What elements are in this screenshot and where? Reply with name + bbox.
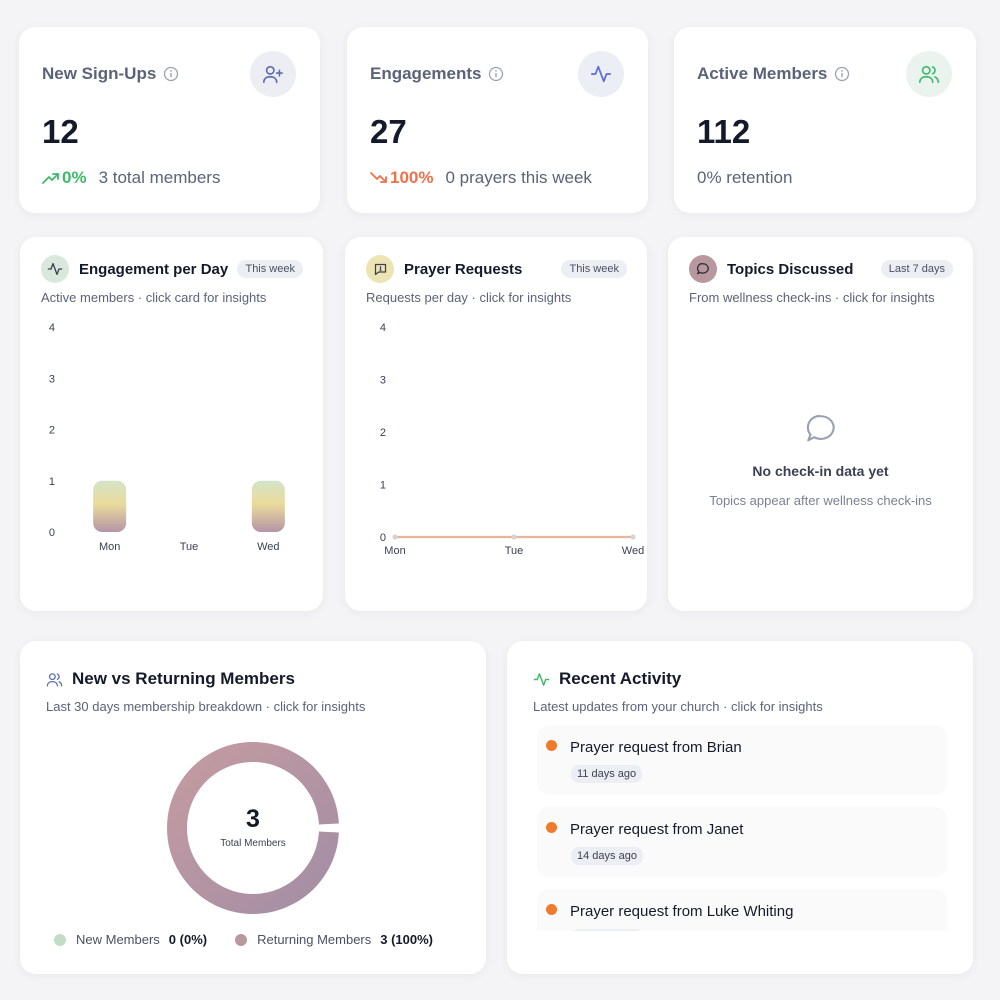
- stat-card-engagements[interactable]: Engagements 27 100% 0 prayers this week: [347, 27, 648, 213]
- members-donut-chart: 3 Total Members: [167, 742, 339, 914]
- data-point[interactable]: [630, 534, 636, 540]
- members-breakdown-card[interactable]: New vs Returning Members Last 30 days me…: [20, 641, 486, 974]
- data-point[interactable]: [392, 534, 398, 540]
- activity-time-badge: [571, 929, 643, 931]
- y-tick-label: 0: [380, 532, 386, 544]
- chat-bubble-icon: [689, 255, 717, 283]
- x-tick-label: Wed: [257, 541, 279, 553]
- y-tick-label: 3: [380, 375, 386, 387]
- activity-title: Prayer request from Janet: [570, 821, 744, 838]
- bar[interactable]: [251, 480, 285, 532]
- activity-item[interactable]: Prayer request from Janet 14 days ago: [537, 807, 947, 877]
- activity-icon: [533, 672, 550, 686]
- period-badge: Last 7 days: [880, 260, 953, 278]
- legend-value: 3 (100%): [380, 932, 433, 947]
- x-tick-label: Wed: [622, 545, 644, 557]
- info-icon[interactable]: [834, 66, 850, 82]
- stat-note: 0% retention: [697, 168, 793, 187]
- donut-segment[interactable]: [167, 742, 339, 914]
- x-tick-label: Tue: [180, 541, 199, 553]
- activity-item[interactable]: Prayer request from Brian 11 days ago: [537, 725, 947, 795]
- chat-bubble-icon: [806, 415, 835, 442]
- users-icon: [906, 51, 952, 97]
- card-title: Prayer Requests: [404, 260, 523, 278]
- stat-title: New Sign-Ups: [42, 64, 157, 83]
- data-point[interactable]: [511, 534, 517, 540]
- user-plus-icon: [250, 51, 296, 97]
- x-tick-label: Tue: [505, 545, 524, 557]
- prayer-line-chart: 0 1 2 3 4 Mon Tue Wed: [380, 322, 644, 557]
- engagement-chart-card[interactable]: Engagement per Day This week Active memb…: [20, 237, 323, 611]
- empty-state: No check-in data yet Topics appear after…: [668, 412, 973, 508]
- stat-value: 12: [42, 113, 79, 150]
- card-subtitle: From wellness check-ins · click for insi…: [689, 290, 935, 305]
- stat-note: 0 prayers this week: [445, 168, 592, 187]
- status-dot: [546, 822, 557, 833]
- stat-note: 3 total members: [98, 168, 221, 187]
- period-badge: This week: [237, 260, 303, 278]
- activity-time-badge: 11 days ago: [571, 765, 643, 783]
- donut-total-value: 3: [246, 805, 260, 833]
- empty-title: No check-in data yet: [752, 463, 889, 479]
- activity-item[interactable]: Prayer request from Luke Whiting: [537, 889, 947, 931]
- legend-label: Returning Members: [257, 932, 372, 947]
- activity-list[interactable]: Prayer request from Brian 11 days ago Pr…: [537, 725, 947, 931]
- y-tick-label: 2: [49, 425, 55, 437]
- legend-swatch-new: [54, 933, 66, 946]
- y-tick-label: 3: [49, 373, 55, 385]
- activity-time-badge: 14 days ago: [571, 847, 643, 865]
- y-tick-label: 1: [49, 476, 55, 488]
- donut-total-label: Total Members: [220, 838, 286, 849]
- card-subtitle: Latest updates from your church · click …: [533, 699, 823, 714]
- activity-icon: [41, 255, 69, 283]
- stat-value: 112: [697, 113, 751, 150]
- status-dot: [546, 740, 557, 751]
- engagement-bar-chart: 0 1 2 3 4 Mon Tue Wed: [49, 322, 285, 553]
- stat-title: Engagements: [370, 64, 482, 83]
- y-tick-label: 2: [380, 427, 386, 439]
- card-title: Topics Discussed: [727, 260, 854, 278]
- x-tick-label: Mon: [99, 541, 120, 553]
- card-title: New vs Returning Members: [72, 669, 295, 688]
- activity-title: Prayer request from Luke Whiting: [570, 903, 794, 920]
- status-dot: [546, 904, 557, 915]
- activity-icon: [578, 51, 624, 97]
- stat-title: Active Members: [697, 64, 828, 83]
- stat-value: 27: [370, 113, 407, 150]
- empty-subtitle: Topics appear after wellness check-ins: [709, 493, 932, 508]
- legend-label: New Members: [76, 932, 160, 947]
- card-subtitle: Requests per day · click for insights: [366, 290, 572, 305]
- prayer-chart-card[interactable]: Prayer Requests This week Requests per d…: [345, 237, 647, 611]
- stat-card-signups[interactable]: New Sign-Ups 12 0% 3 total members: [19, 27, 320, 213]
- users-icon: [46, 672, 63, 687]
- y-tick-label: 1: [380, 480, 386, 492]
- trend-down-icon: [370, 172, 387, 183]
- card-subtitle: Active members · click card for insights: [41, 290, 267, 305]
- message-icon: [366, 255, 394, 283]
- trend-badge: 0%: [42, 168, 87, 188]
- y-tick-label: 4: [49, 322, 55, 334]
- trend-value: 100%: [390, 168, 434, 187]
- trend-badge: 100%: [370, 168, 433, 188]
- trend-value: 0%: [62, 168, 87, 187]
- bar[interactable]: [93, 480, 127, 532]
- legend-value: 0 (0%): [168, 932, 208, 947]
- info-icon[interactable]: [488, 66, 504, 82]
- recent-activity-card[interactable]: Recent Activity Latest updates from your…: [507, 641, 973, 974]
- y-tick-label: 0: [49, 527, 55, 539]
- card-title: Recent Activity: [559, 669, 682, 688]
- period-badge: This week: [561, 260, 627, 278]
- card-title: Engagement per Day: [79, 260, 229, 278]
- x-tick-label: Mon: [384, 545, 405, 557]
- topics-card[interactable]: Topics Discussed Last 7 days From wellne…: [668, 237, 973, 611]
- activity-title: Prayer request from Brian: [570, 739, 742, 756]
- trend-up-icon: [42, 173, 59, 184]
- card-subtitle: Last 30 days membership breakdown · clic…: [46, 699, 366, 714]
- legend-swatch-returning: [235, 933, 248, 946]
- stat-card-active-members[interactable]: Active Members 112 0% retention: [674, 27, 976, 213]
- y-tick-label: 4: [380, 322, 386, 334]
- donut-legend: New Members 0 (0%) Returning Members 3 (…: [54, 932, 461, 947]
- info-icon[interactable]: [163, 66, 179, 82]
